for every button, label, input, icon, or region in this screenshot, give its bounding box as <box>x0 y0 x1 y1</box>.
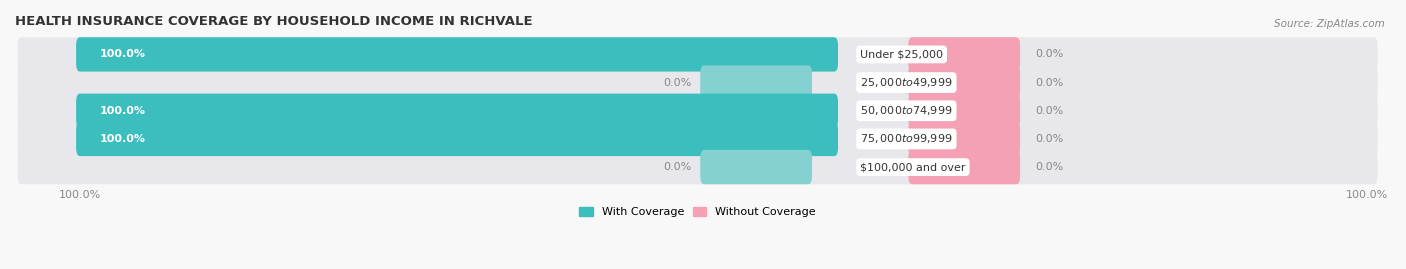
FancyBboxPatch shape <box>76 94 838 128</box>
FancyBboxPatch shape <box>908 122 1021 156</box>
Text: 0.0%: 0.0% <box>1036 77 1064 88</box>
Text: 100.0%: 100.0% <box>100 106 145 116</box>
FancyBboxPatch shape <box>18 94 1378 128</box>
Text: Under $25,000: Under $25,000 <box>860 49 943 59</box>
Text: 0.0%: 0.0% <box>1036 106 1064 116</box>
Text: 100.0%: 100.0% <box>100 49 145 59</box>
Text: Source: ZipAtlas.com: Source: ZipAtlas.com <box>1274 19 1385 29</box>
FancyBboxPatch shape <box>18 122 1378 156</box>
FancyBboxPatch shape <box>700 65 813 100</box>
FancyBboxPatch shape <box>76 37 838 72</box>
Text: $100,000 and over: $100,000 and over <box>860 162 966 172</box>
Text: 0.0%: 0.0% <box>1036 49 1064 59</box>
FancyBboxPatch shape <box>908 37 1021 72</box>
Text: 100.0%: 100.0% <box>100 134 145 144</box>
FancyBboxPatch shape <box>18 150 1378 184</box>
Text: $25,000 to $49,999: $25,000 to $49,999 <box>860 76 953 89</box>
Text: HEALTH INSURANCE COVERAGE BY HOUSEHOLD INCOME IN RICHVALE: HEALTH INSURANCE COVERAGE BY HOUSEHOLD I… <box>15 15 533 28</box>
Text: $75,000 to $99,999: $75,000 to $99,999 <box>860 132 953 146</box>
FancyBboxPatch shape <box>908 94 1021 128</box>
Text: 0.0%: 0.0% <box>1036 162 1064 172</box>
FancyBboxPatch shape <box>700 150 813 184</box>
FancyBboxPatch shape <box>18 37 1378 72</box>
FancyBboxPatch shape <box>908 65 1021 100</box>
Text: 0.0%: 0.0% <box>1036 134 1064 144</box>
Legend: With Coverage, Without Coverage: With Coverage, Without Coverage <box>575 202 820 222</box>
Text: $50,000 to $74,999: $50,000 to $74,999 <box>860 104 953 117</box>
Text: 0.0%: 0.0% <box>662 162 692 172</box>
Text: 0.0%: 0.0% <box>662 77 692 88</box>
FancyBboxPatch shape <box>18 65 1378 100</box>
FancyBboxPatch shape <box>908 150 1021 184</box>
FancyBboxPatch shape <box>76 122 838 156</box>
